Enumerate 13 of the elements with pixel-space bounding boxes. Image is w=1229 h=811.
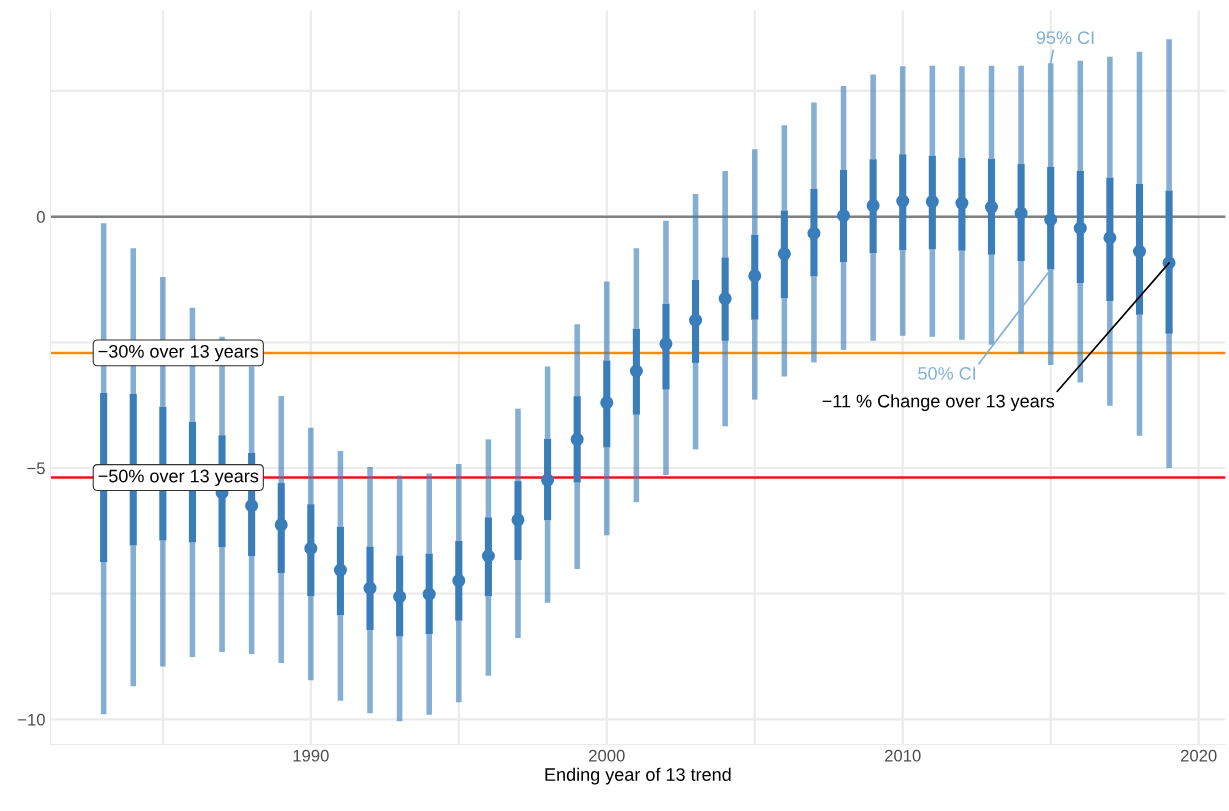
y-tick-label: 0	[36, 211, 45, 223]
annotation: 95% CI	[1036, 31, 1094, 45]
x-tick-label: 2010	[885, 749, 921, 762]
x-axis-title: Ending year of 13 trend	[545, 767, 731, 785]
ref-line-label: −50% over 13 years	[98, 469, 259, 486]
annotation: −11 % Change over 13 years	[822, 394, 1055, 412]
annotation: 50% CI	[918, 367, 976, 380]
x-tick-label: 2000	[589, 749, 625, 762]
x-tick-label: 2020	[1180, 749, 1217, 762]
y-tick-label: −5	[27, 462, 45, 475]
y-tick-label: −10	[18, 713, 45, 726]
x-tick-label: 1990	[293, 749, 329, 762]
ref-line-label: −30% over 13 years	[98, 344, 259, 362]
